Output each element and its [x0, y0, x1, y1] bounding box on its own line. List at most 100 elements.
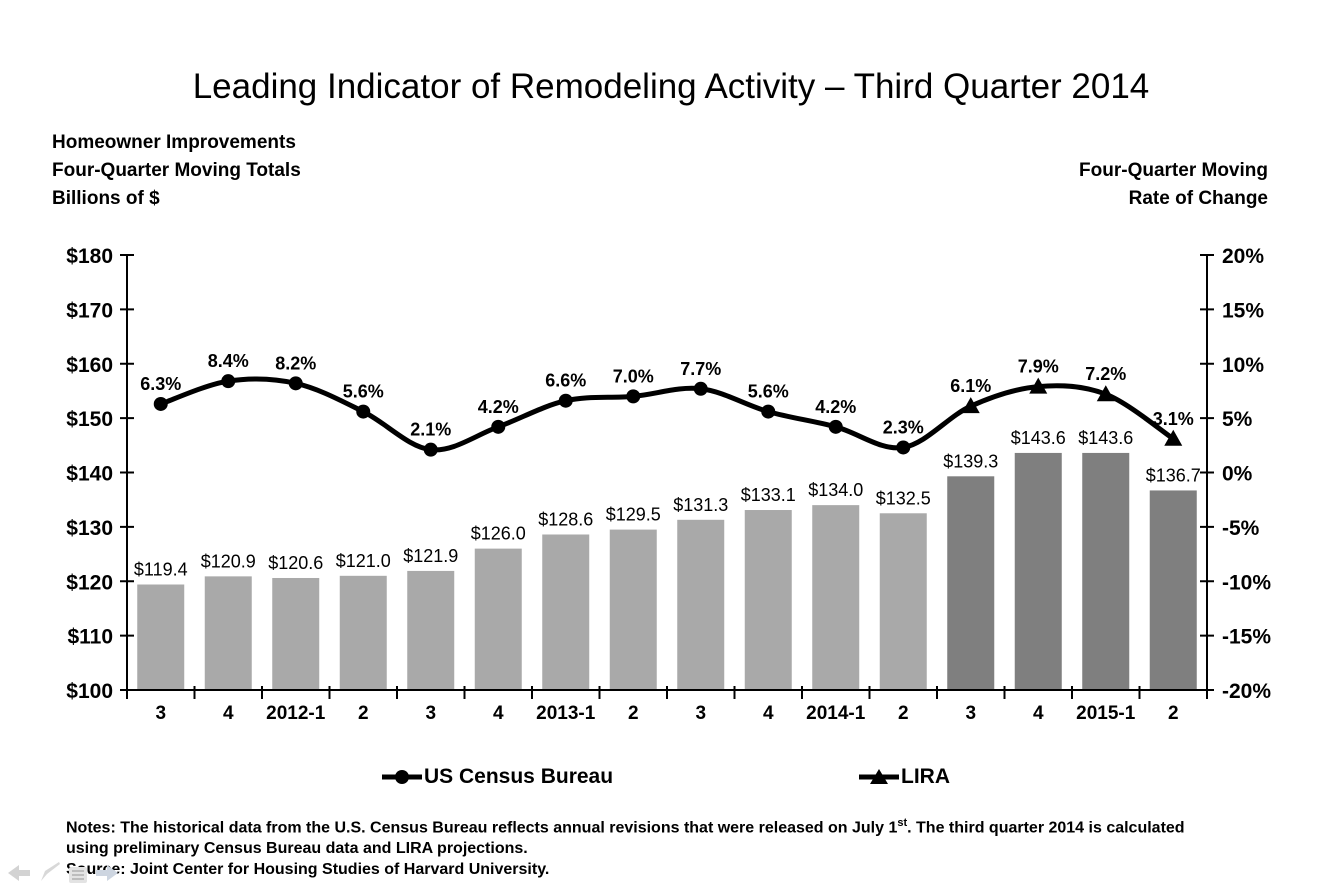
rate-value-label: 4.2%	[478, 397, 519, 417]
census-point-marker	[423, 442, 438, 457]
census-point-marker	[288, 376, 303, 391]
bar	[137, 584, 185, 690]
census-point-marker	[896, 440, 911, 455]
rate-value-label: 5.6%	[343, 382, 384, 402]
left-axis-title-line: Four-Quarter Moving Totals	[52, 160, 301, 181]
category-label: 3	[965, 703, 976, 724]
bar	[1082, 452, 1130, 690]
bar-value-label: $129.5	[606, 505, 661, 525]
census-point-marker	[693, 381, 708, 396]
bar	[407, 570, 455, 690]
census-point-marker	[491, 419, 506, 434]
left-axis-tick-label: $150	[66, 408, 113, 431]
bar	[812, 505, 860, 690]
bar-value-label: $120.6	[268, 553, 323, 573]
notes-block: Notes: The historical data from the U.S.…	[66, 813, 1185, 880]
bar	[1149, 490, 1197, 690]
rate-value-label: 7.2%	[1085, 364, 1126, 384]
bar-value-label: $139.3	[943, 451, 998, 471]
rate-value-label: 7.0%	[613, 366, 654, 386]
left-axis-title-line: Billions of $	[52, 188, 160, 209]
left-axis-title: Homeowner Improvements Four-Quarter Movi…	[52, 129, 301, 213]
bar-value-label: $136.7	[1146, 465, 1201, 485]
bar-value-label: $134.0	[808, 480, 863, 500]
right-axis-tick-label: -5%	[1222, 517, 1260, 540]
left-axis-title-line: Homeowner Improvements	[52, 132, 296, 153]
bar-value-label: $143.6	[1011, 428, 1066, 448]
rate-value-label: 2.1%	[410, 420, 451, 440]
pen-icon[interactable]	[38, 860, 62, 884]
left-axis-tick-label: $130	[66, 517, 113, 540]
bar-value-label: $119.4	[134, 560, 188, 580]
bar	[474, 548, 522, 690]
notes-text: Notes: The historical data from the U.S.…	[66, 817, 1185, 837]
category-label: 4	[223, 703, 234, 724]
bar-value-label: $131.3	[673, 495, 728, 515]
forward-arrow-icon[interactable]	[94, 862, 120, 884]
right-axis-tick-label: -15%	[1222, 626, 1271, 649]
rate-value-label: 8.2%	[275, 353, 316, 373]
category-label: 2	[358, 703, 369, 724]
rate-value-label: 3.1%	[1153, 409, 1194, 429]
category-label: 3	[425, 703, 436, 724]
census-point-marker	[626, 389, 641, 404]
bar	[272, 577, 320, 690]
bar	[1014, 452, 1062, 690]
left-axis-tick-label: $140	[66, 463, 113, 486]
lira-point-marker	[1029, 377, 1048, 394]
category-label: 2014-1	[806, 703, 866, 724]
legend-item-lira: LIRA	[858, 765, 950, 788]
right-axis-title-line: Four-Quarter Moving	[1079, 160, 1268, 181]
bar-value-label: $132.5	[876, 488, 931, 508]
bar	[947, 476, 995, 690]
superscript: st	[897, 817, 908, 829]
category-label: 2015-1	[1076, 703, 1136, 724]
lira-point-marker	[961, 397, 980, 414]
presentation-nav	[6, 856, 126, 884]
bar-value-label: $143.6	[1078, 428, 1133, 448]
right-axis-tick-label: -10%	[1222, 571, 1271, 594]
lira-point-marker	[1164, 429, 1183, 446]
legend-label: US Census Bureau	[424, 765, 614, 788]
rate-value-label: 6.1%	[950, 376, 991, 396]
left-axis-tick-label: $170	[66, 299, 113, 322]
trend-line	[158, 376, 1176, 453]
rate-value-label: 5.6%	[748, 382, 789, 402]
legend-item-us-census-bureau: US Census Bureau	[381, 765, 614, 788]
right-axis-tick-label: 5%	[1222, 408, 1253, 431]
bar-value-label: $121.0	[336, 551, 391, 571]
rate-value-label: 4.2%	[815, 397, 856, 417]
left-axis-tick-label: $120	[66, 571, 113, 594]
right-axis-tick-label: -20%	[1222, 680, 1271, 703]
bar	[677, 519, 725, 690]
rate-value-label: 2.3%	[883, 417, 924, 437]
category-label: 4	[763, 703, 774, 724]
census-point-marker	[153, 396, 168, 411]
left-axis-tick-label: $110	[67, 626, 113, 649]
bar-value-label: $126.0	[471, 524, 526, 544]
bar-value-label: $120.9	[201, 551, 256, 571]
source-text: Source: Joint Center for Housing Studies…	[66, 861, 550, 879]
right-axis-tick-label: 0%	[1222, 463, 1253, 486]
notes-text: using preliminary Census Bureau data and…	[66, 840, 528, 858]
bar-value-label: $133.1	[741, 485, 796, 505]
category-label: 4	[1033, 703, 1044, 724]
bar	[542, 534, 590, 690]
right-axis-tick-label: 15%	[1222, 299, 1264, 322]
rate-value-label: 6.3%	[140, 374, 181, 394]
back-arrow-icon[interactable]	[6, 862, 32, 884]
right-axis-title-line: Rate of Change	[1128, 188, 1268, 209]
category-label: 2013-1	[536, 703, 596, 724]
bar	[339, 575, 387, 690]
page-title: Leading Indicator of Remodeling Activity…	[192, 67, 1150, 107]
category-label: 2	[1168, 703, 1179, 724]
category-label: 2012-1	[266, 703, 326, 724]
menu-icon[interactable]	[68, 866, 88, 884]
rate-value-label: 6.6%	[545, 371, 586, 391]
right-axis-tick-label: 10%	[1222, 354, 1264, 377]
census-point-marker	[558, 393, 573, 408]
category-label: 2	[628, 703, 639, 724]
census-point-marker	[221, 374, 236, 389]
left-axis-tick-label: $160	[66, 354, 113, 377]
